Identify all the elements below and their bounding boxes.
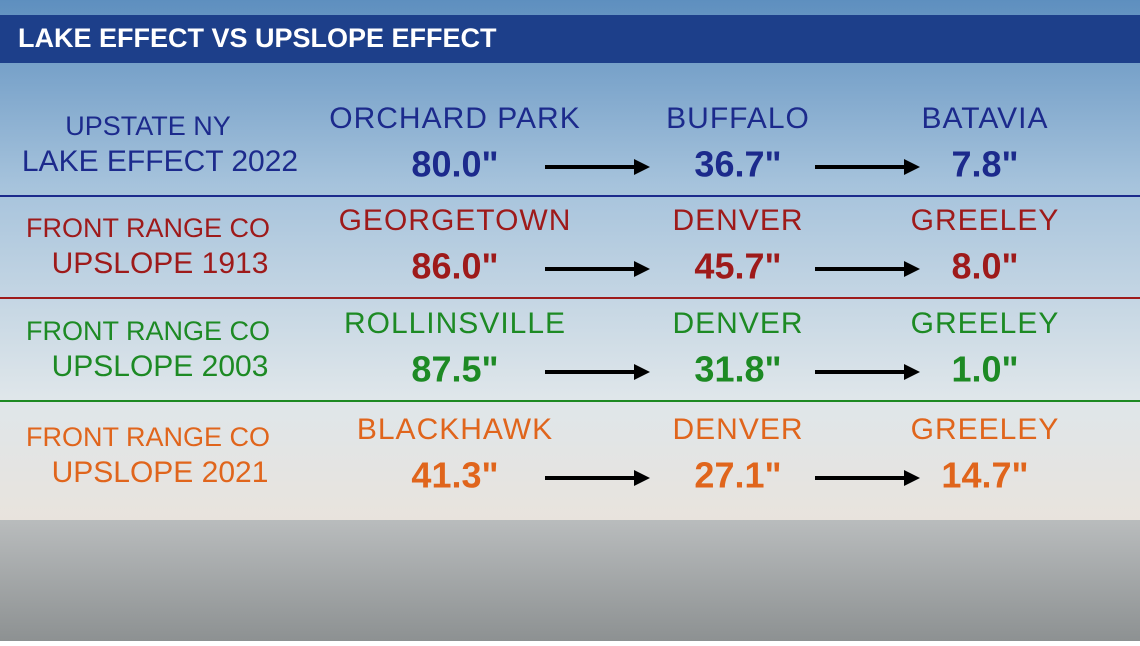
ground (0, 520, 1140, 641)
place-name: DENVER (672, 204, 803, 237)
rows: UPSTATE NY LAKE EFFECT 2022 ORCHARD PARK 80… (0, 102, 1140, 496)
snow-amount: 27.1" (694, 455, 781, 496)
place-name: DENVER (672, 413, 803, 446)
arrow-head (634, 470, 650, 486)
place-name: GREELEY (911, 307, 1060, 340)
arrow-head (904, 364, 920, 380)
arrow-head (904, 159, 920, 175)
place-name: GREELEY (911, 204, 1060, 237)
row-label: FRONT RANGE CO (26, 422, 270, 452)
place-name: BATAVIA (921, 102, 1048, 135)
place-name: GEORGETOWN (339, 204, 572, 237)
snow-amount: 45.7" (694, 246, 781, 287)
sky (0, 0, 1140, 530)
row-label: UPSLOPE 1913 (52, 247, 269, 280)
row-label: UPSLOPE 2003 (52, 350, 269, 383)
place-name: BUFFALO (666, 102, 810, 135)
snow-amount: 7.8" (951, 144, 1018, 185)
title-bar (0, 15, 1140, 63)
arrow-head (904, 470, 920, 486)
snow-amount: 36.7" (694, 144, 781, 185)
title: LAKE EFFECT VS UPSLOPE EFFECT (18, 23, 497, 53)
place-name: ROLLINSVILLE (344, 307, 566, 340)
row-label: UPSLOPE 2021 (52, 456, 269, 489)
arrow-head (634, 159, 650, 175)
arrow-head (634, 261, 650, 277)
place-name: GREELEY (911, 413, 1060, 446)
arrow-head (904, 261, 920, 277)
snow-amount: 87.5" (411, 349, 498, 390)
snow-amount: 31.8" (694, 349, 781, 390)
place-name: DENVER (672, 307, 803, 340)
row-label: FRONT RANGE CO (26, 316, 270, 346)
snow-amount: 41.3" (411, 455, 498, 496)
arrow-head (634, 364, 650, 380)
snow-amount: 80.0" (411, 144, 498, 185)
snow-amount: 86.0" (411, 246, 498, 287)
row-label: LAKE EFFECT 2022 (22, 145, 298, 178)
place-name: BLACKHAWK (357, 413, 553, 446)
row-label: UPSTATE NY (65, 111, 231, 141)
snow-amount: 1.0" (951, 349, 1018, 390)
place-name: ORCHARD PARK (329, 102, 580, 135)
snow-amount: 14.7" (941, 455, 1028, 496)
snow-amount: 8.0" (951, 246, 1018, 287)
row-label: FRONT RANGE CO (26, 213, 270, 243)
